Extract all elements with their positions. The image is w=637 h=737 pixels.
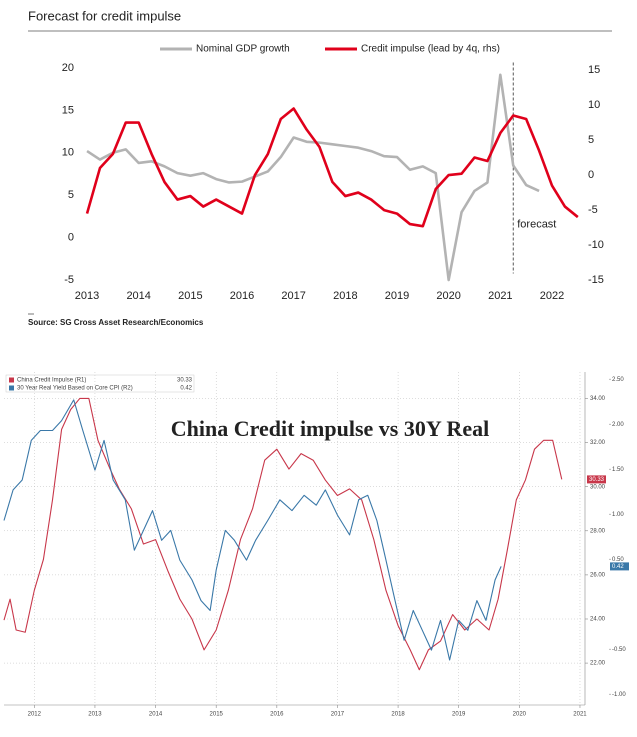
series-line bbox=[3, 397, 563, 671]
x-tick-label: 2015 bbox=[178, 290, 202, 302]
x-tick-label: 2013 bbox=[75, 290, 99, 302]
legend-box bbox=[5, 374, 195, 393]
x-tick-label: 2019 bbox=[452, 712, 466, 718]
y2-tick-label: -1.00 bbox=[612, 692, 626, 698]
y2-tick-label: 10 bbox=[588, 99, 600, 111]
last-value-label: 30.33 bbox=[589, 477, 605, 483]
x-tick-label: 2021 bbox=[573, 712, 587, 718]
y2-tick-label: -15 bbox=[588, 274, 604, 286]
y2-tick-label: 15 bbox=[588, 64, 600, 76]
x-tick-label: 2014 bbox=[126, 290, 150, 302]
y2-tick-label: -5 bbox=[588, 204, 598, 216]
y-tick-label: -5 bbox=[64, 274, 74, 286]
y-tick-label: 22.00 bbox=[590, 661, 606, 667]
last-value-label: 0.42 bbox=[612, 564, 624, 570]
y-tick-label: 26.00 bbox=[590, 572, 606, 578]
x-tick-label: 2022 bbox=[540, 290, 564, 302]
legend-label: China Credit Impulse (R1) bbox=[17, 378, 86, 384]
x-tick-label: 2015 bbox=[210, 712, 224, 718]
annotation: forecast bbox=[517, 219, 556, 231]
legend-label: Nominal GDP growth bbox=[196, 44, 290, 55]
x-tick-label: 2020 bbox=[513, 712, 527, 718]
y2-tick-label: 5 bbox=[588, 134, 594, 146]
x-tick-label: 2018 bbox=[391, 712, 405, 718]
y-tick-label: 5 bbox=[68, 189, 74, 201]
y-tick-label: 32.00 bbox=[590, 440, 606, 446]
x-tick-label: 2017 bbox=[331, 712, 345, 718]
legend-swatch bbox=[9, 377, 14, 383]
chart-title: Forecast for credit impulse bbox=[28, 8, 181, 23]
last-value-tag bbox=[610, 562, 629, 571]
y-tick-label: 0 bbox=[68, 232, 74, 244]
y2-tick-label: 0.50 bbox=[612, 557, 624, 563]
x-tick-label: 2017 bbox=[281, 290, 305, 302]
series-line bbox=[86, 73, 540, 282]
x-tick-label: 2016 bbox=[230, 290, 254, 302]
legend-label: 30 Year Real Yield Based on Core CPI (R2… bbox=[17, 386, 133, 392]
legend-swatch bbox=[9, 385, 14, 391]
legend-label: Credit impulse (lead by 4q, rhs) bbox=[361, 44, 500, 55]
x-tick-label: 2013 bbox=[88, 712, 102, 718]
x-tick-label: 2021 bbox=[488, 290, 512, 302]
y2-tick-label: 2.00 bbox=[612, 422, 624, 428]
x-tick-label: 2019 bbox=[385, 290, 409, 302]
last-value-tag bbox=[587, 475, 606, 484]
y2-tick-label: 2.50 bbox=[612, 377, 624, 383]
y-tick-label: 15 bbox=[62, 104, 74, 116]
y2-tick-label: 1.00 bbox=[612, 512, 624, 518]
y2-tick-label: 1.50 bbox=[612, 467, 624, 473]
series-line bbox=[3, 399, 502, 661]
source: Source: SG Cross Asset Research/Economic… bbox=[28, 318, 204, 327]
y2-tick-label: -0.50 bbox=[612, 647, 626, 653]
series-line bbox=[85, 107, 579, 228]
x-tick-label: 2012 bbox=[28, 712, 42, 718]
y-tick-label: 10 bbox=[62, 147, 74, 159]
legend-value: 0.42 bbox=[180, 386, 192, 392]
y-tick-label: 34.00 bbox=[590, 396, 606, 402]
x-tick-label: 2018 bbox=[333, 290, 357, 302]
y-tick-label: 20 bbox=[62, 62, 74, 74]
y2-tick-label: 0 bbox=[588, 169, 594, 181]
y-tick-label: 28.00 bbox=[590, 528, 606, 534]
y-tick-label: 30.00 bbox=[590, 484, 606, 490]
plot-area bbox=[4, 372, 583, 705]
y2-tick-label: -10 bbox=[588, 239, 604, 251]
chart-title: China Credit impulse vs 30Y Real bbox=[171, 416, 489, 441]
legend-value: 30.33 bbox=[177, 378, 193, 384]
y-tick-label: 24.00 bbox=[590, 617, 606, 623]
x-tick-label: 2016 bbox=[270, 712, 284, 718]
x-tick-label: 2020 bbox=[436, 290, 460, 302]
x-tick-label: 2014 bbox=[149, 712, 163, 718]
